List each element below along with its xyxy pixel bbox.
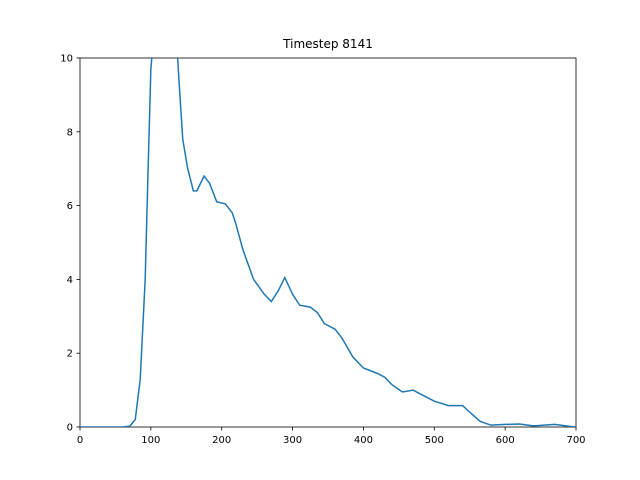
x-tick-label: 200 [212, 435, 231, 446]
chart-title: Timestep 8141 [282, 37, 373, 51]
y-tick-label: 6 [67, 201, 73, 212]
y-tick-label: 8 [67, 127, 73, 138]
y-tick-label: 0 [67, 423, 73, 434]
x-tick-label: 300 [283, 435, 302, 446]
data-line [80, 58, 576, 427]
y-tick-label: 2 [67, 349, 73, 360]
x-tick-label: 100 [141, 435, 160, 446]
x-tick-label: 400 [354, 435, 373, 446]
x-tick-label: 600 [496, 435, 515, 446]
x-tick-label: 700 [566, 435, 585, 446]
x-tick-label: 0 [77, 435, 83, 446]
y-tick-label: 4 [67, 275, 73, 286]
y-tick-label: 10 [60, 54, 73, 65]
x-tick-label: 500 [425, 435, 444, 446]
plot-frame [79, 57, 577, 428]
